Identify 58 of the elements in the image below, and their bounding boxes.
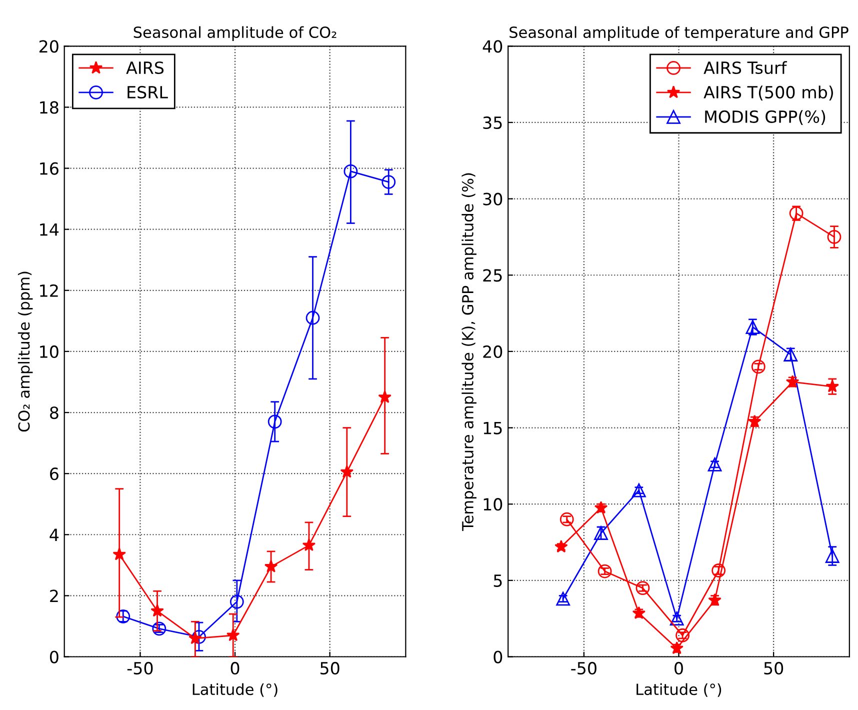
x-tick-label: 50 [320, 662, 340, 675]
legend-label: ESRL [128, 86, 168, 99]
point [636, 581, 650, 595]
legend-label: AIRS Tsurf [704, 61, 788, 74]
y-tick-label: 5 [494, 574, 502, 587]
y-tick-label: 35 [483, 116, 502, 130]
y-tick-label: 10 [40, 345, 58, 358]
point [152, 622, 166, 636]
y-tick-label: 15 [484, 422, 502, 434]
y-tick-label: 8 [50, 406, 58, 420]
y-tick-label: 6 [50, 468, 58, 480]
point [560, 512, 574, 526]
y-tick-label: 16 [40, 162, 58, 175]
x-tick-label: 0 [674, 662, 683, 675]
y-tick-label: 18 [40, 101, 58, 114]
x-axis-title: Latitude (°) [192, 683, 278, 697]
point [382, 175, 396, 189]
y-tick-label: 25 [483, 269, 502, 282]
point [306, 310, 320, 325]
point [784, 348, 798, 362]
x-axis-title: Latitude (°) [636, 683, 722, 697]
chart-title: Seasonal amplitude of temperature and GPP [510, 26, 848, 41]
point [670, 612, 684, 626]
chart-title: Seasonal amplitude of CO₂ [134, 26, 336, 41]
y-tick-label: 0 [494, 650, 502, 664]
y-tick-label: 20 [40, 40, 58, 53]
point [230, 594, 244, 609]
point [708, 457, 722, 472]
y-tick-label: 4 [50, 528, 59, 541]
y-axis-title: Temperature amplitude (K), GPP amplitude (%) [462, 173, 476, 531]
x-tick-label: -50 [127, 662, 153, 675]
point [556, 592, 570, 606]
x-tick-label: 0 [230, 662, 240, 675]
y-tick-label: 14 [40, 224, 59, 236]
point [268, 414, 282, 429]
legend-label: AIRS [126, 61, 164, 74]
y-tick-label: 20 [483, 345, 502, 358]
legend-label: AIRS T(500 mb) [704, 86, 833, 100]
point [116, 610, 130, 624]
y-axis-title: CO₂ amplitude (ppm) [18, 272, 33, 432]
y-tick-label: 10 [484, 498, 502, 511]
x-tick-label: -50 [571, 662, 596, 675]
y-tick-label: 40 [482, 40, 502, 53]
y-tick-label: 12 [40, 284, 58, 297]
point [676, 628, 690, 642]
point [825, 549, 840, 563]
point [712, 564, 726, 578]
x-tick-label: 50 [764, 662, 784, 675]
point [827, 230, 842, 244]
y-tick-label: 2 [50, 590, 58, 602]
legend-label: MODIS GPP(%) [705, 110, 826, 125]
point [344, 164, 358, 178]
point [751, 360, 766, 374]
point [192, 630, 206, 644]
y-tick-label: 30 [483, 192, 502, 206]
y-tick-label: 0 [50, 650, 58, 664]
point [598, 564, 612, 578]
point [632, 483, 646, 498]
